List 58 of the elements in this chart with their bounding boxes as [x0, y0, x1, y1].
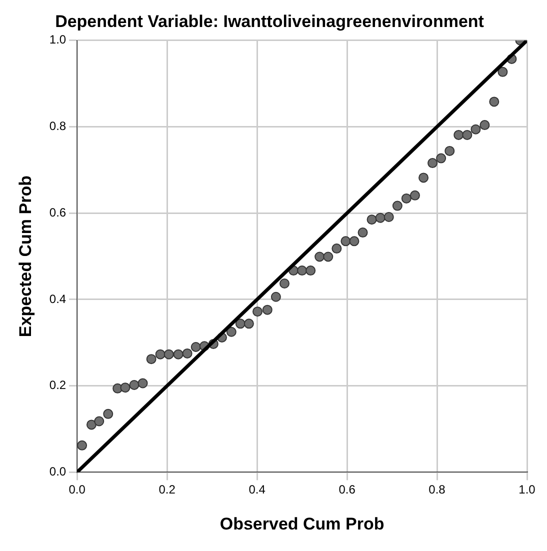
point: [480, 120, 490, 130]
point: [358, 228, 368, 238]
point: [401, 193, 412, 204]
point: [444, 146, 455, 156]
chart-title: Dependent Variable: Iwanttoliveinagreenenvironment: [55, 12, 484, 31]
y-tick-label: 0.4: [49, 292, 66, 306]
y-axis-title: Expected Cum Prob: [16, 176, 35, 338]
point: [244, 318, 254, 329]
point: [489, 96, 500, 107]
point: [410, 190, 420, 200]
x-tick-label: 0.6: [338, 482, 356, 497]
point: [436, 153, 446, 164]
point: [470, 124, 481, 134]
point: [340, 236, 351, 246]
point: [94, 416, 104, 426]
point: [384, 212, 394, 222]
point: [323, 252, 334, 262]
x-axis-title: Observed Cum Prob: [220, 514, 384, 534]
point: [366, 214, 377, 225]
x-tick-label: 0.0: [68, 482, 86, 497]
x-tick-label: 0.8: [428, 482, 446, 497]
x-tick-label: 0.2: [158, 482, 176, 497]
point: [226, 326, 236, 337]
point: [375, 212, 386, 223]
point: [190, 342, 201, 352]
point: [103, 408, 114, 419]
point: [297, 266, 308, 276]
point: [77, 440, 88, 450]
point: [462, 130, 472, 140]
y-tick-label: 0.0: [49, 464, 66, 479]
x-tick-label: 0.4: [248, 482, 266, 497]
y-tick-label: 0.2: [49, 378, 66, 392]
point: [270, 292, 281, 302]
point: [155, 349, 166, 360]
point: [418, 172, 429, 183]
point: [279, 278, 290, 289]
point: [498, 66, 508, 77]
point: [182, 348, 192, 358]
point: [129, 380, 140, 390]
y-tick-label: 1.0: [49, 32, 66, 47]
y-tick-label: 0.6: [49, 205, 66, 220]
point: [428, 158, 438, 168]
point: [332, 244, 342, 254]
point: [173, 349, 184, 360]
point: [146, 354, 156, 364]
point: [252, 306, 262, 317]
x-tick-label: 1.0: [518, 482, 536, 497]
point: [454, 130, 464, 140]
point: [138, 378, 148, 388]
point: [349, 236, 360, 246]
point: [392, 200, 402, 211]
point: [314, 252, 325, 262]
point: [306, 266, 316, 276]
point: [164, 349, 174, 360]
point: [120, 382, 130, 393]
y-tick-label: 0.8: [49, 119, 66, 134]
point: [86, 420, 96, 430]
point: [262, 304, 272, 315]
